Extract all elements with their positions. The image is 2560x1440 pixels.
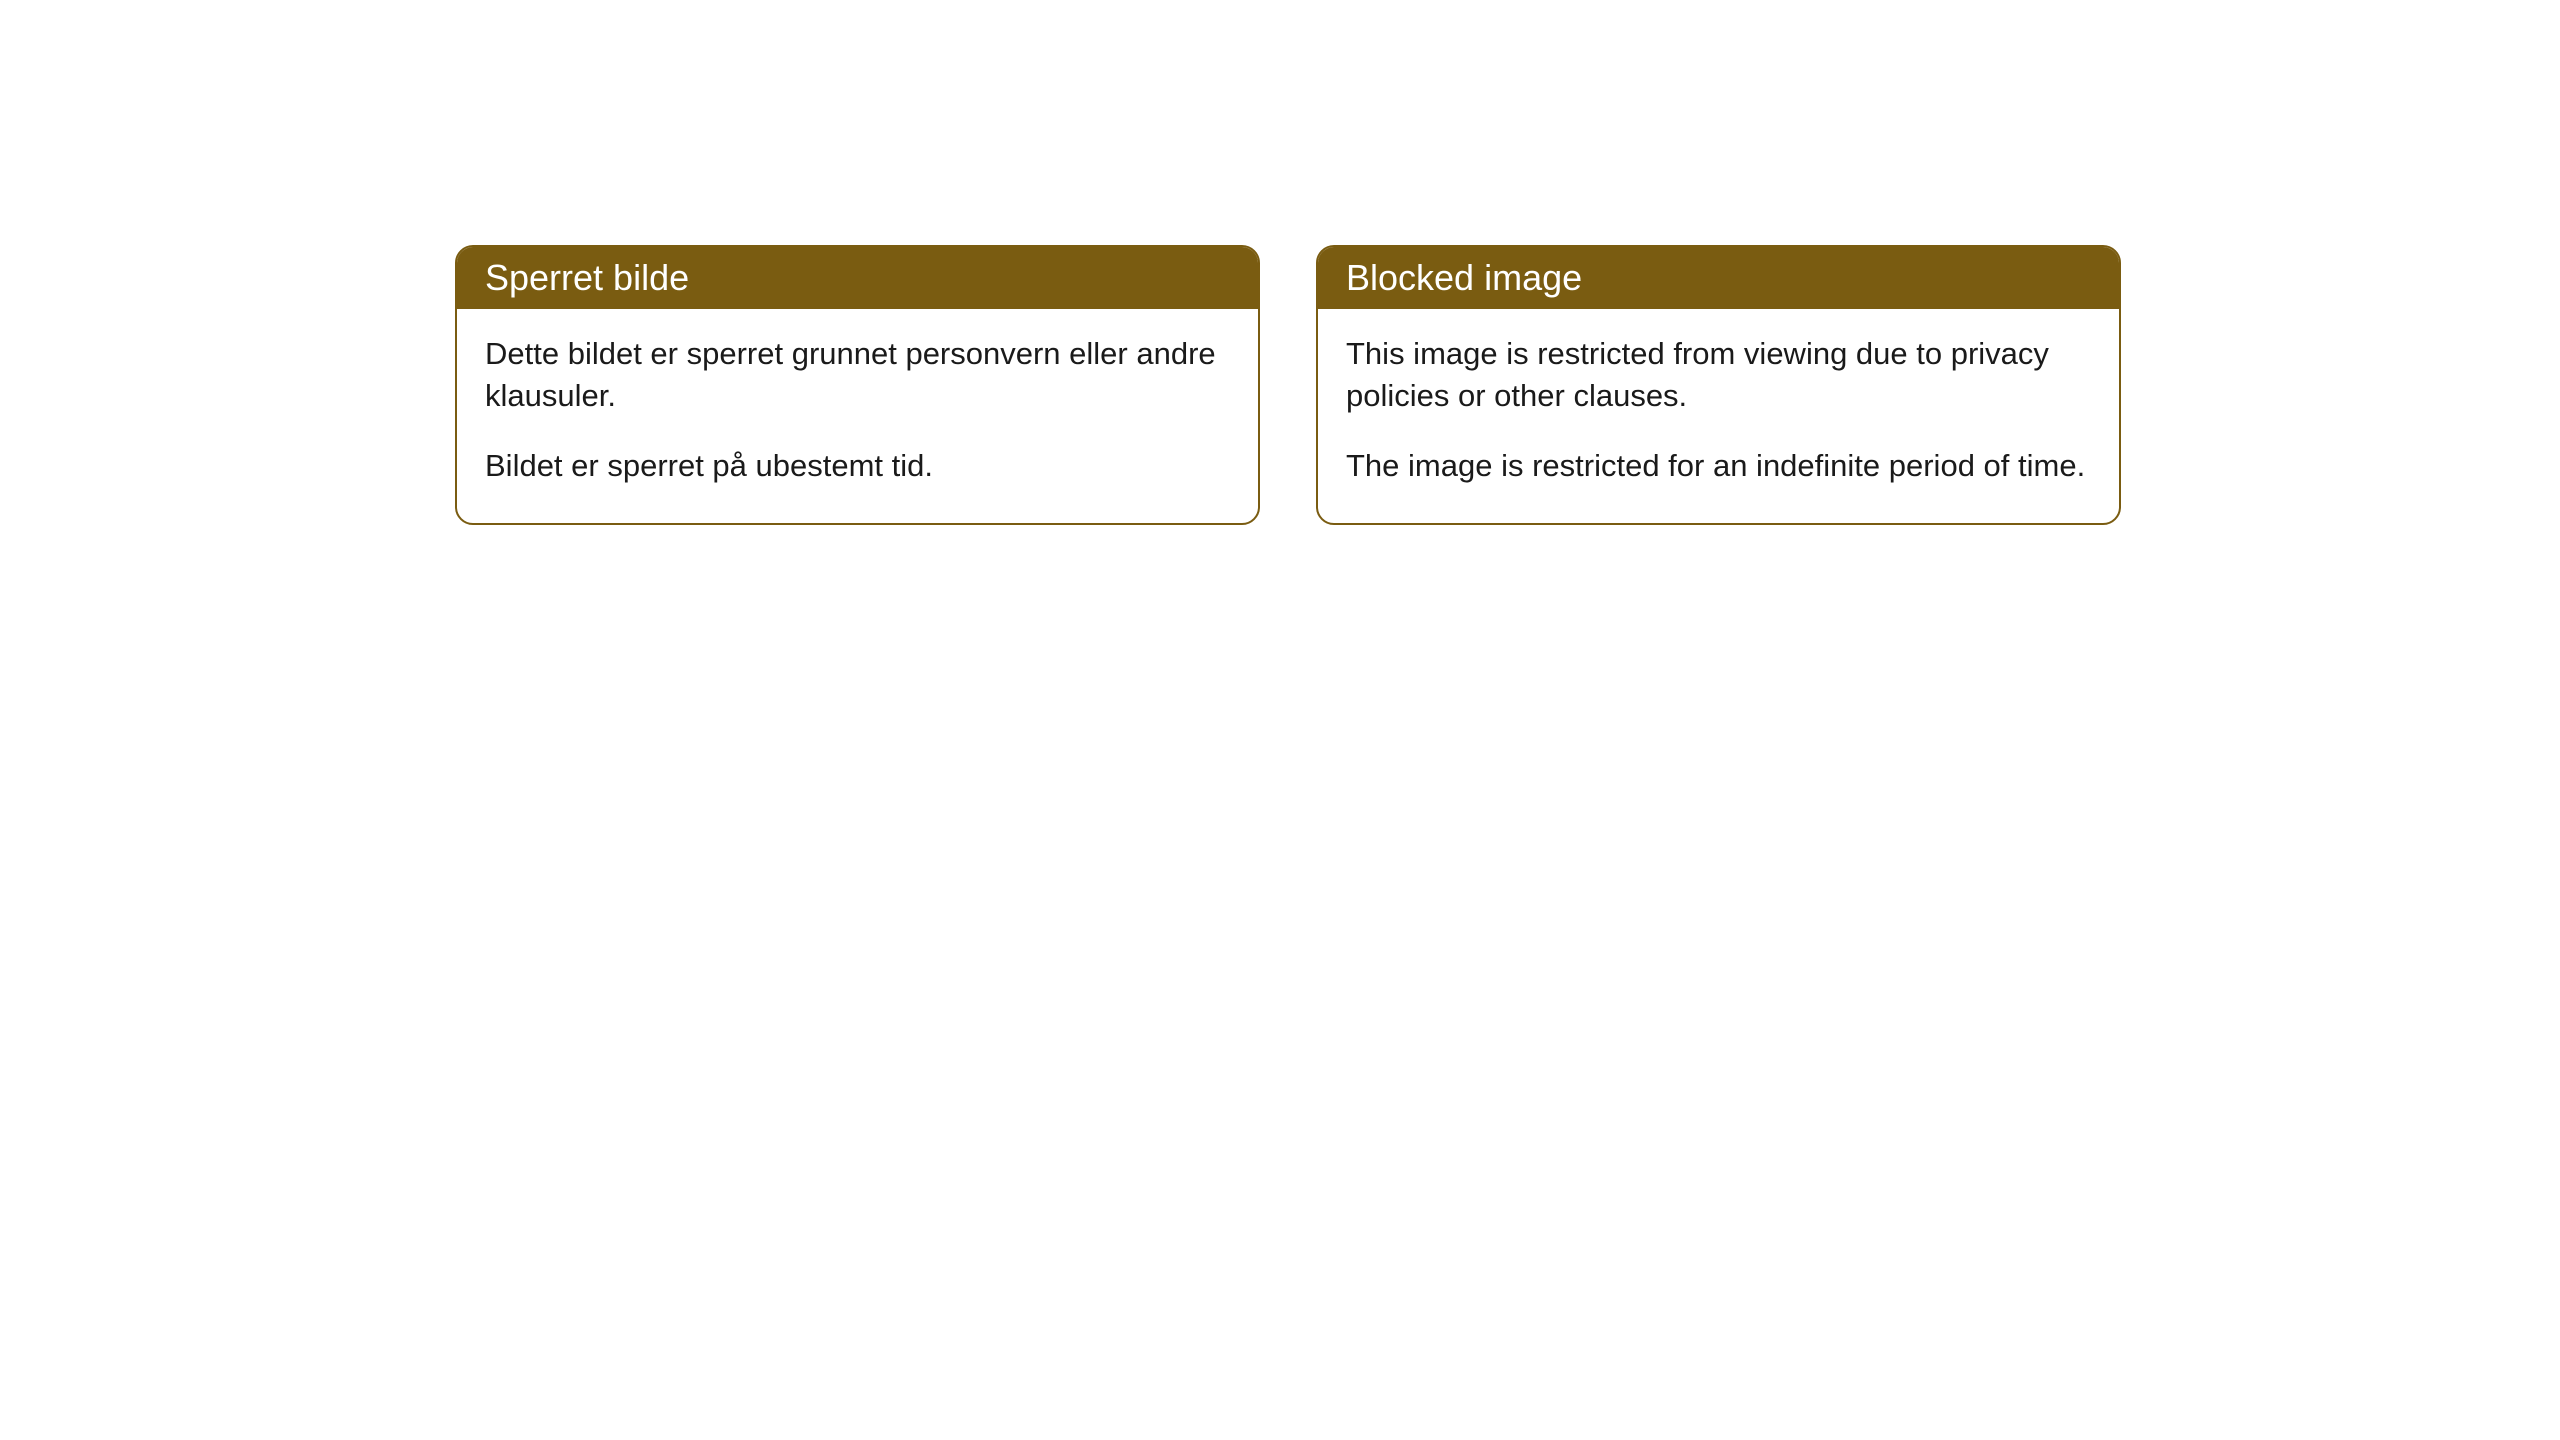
card-paragraph: The image is restricted for an indefinit… bbox=[1346, 445, 2091, 487]
notice-card-norwegian: Sperret bilde Dette bildet er sperret gr… bbox=[455, 245, 1260, 525]
card-title: Blocked image bbox=[1346, 257, 1582, 298]
card-title: Sperret bilde bbox=[485, 257, 689, 298]
notice-cards-container: Sperret bilde Dette bildet er sperret gr… bbox=[455, 245, 2560, 525]
card-paragraph: Dette bildet er sperret grunnet personve… bbox=[485, 333, 1230, 417]
card-paragraph: Bildet er sperret på ubestemt tid. bbox=[485, 445, 1230, 487]
card-body: This image is restricted from viewing du… bbox=[1318, 309, 2119, 523]
card-header: Blocked image bbox=[1318, 247, 2119, 309]
notice-card-english: Blocked image This image is restricted f… bbox=[1316, 245, 2121, 525]
card-body: Dette bildet er sperret grunnet personve… bbox=[457, 309, 1258, 523]
card-header: Sperret bilde bbox=[457, 247, 1258, 309]
card-paragraph: This image is restricted from viewing du… bbox=[1346, 333, 2091, 417]
